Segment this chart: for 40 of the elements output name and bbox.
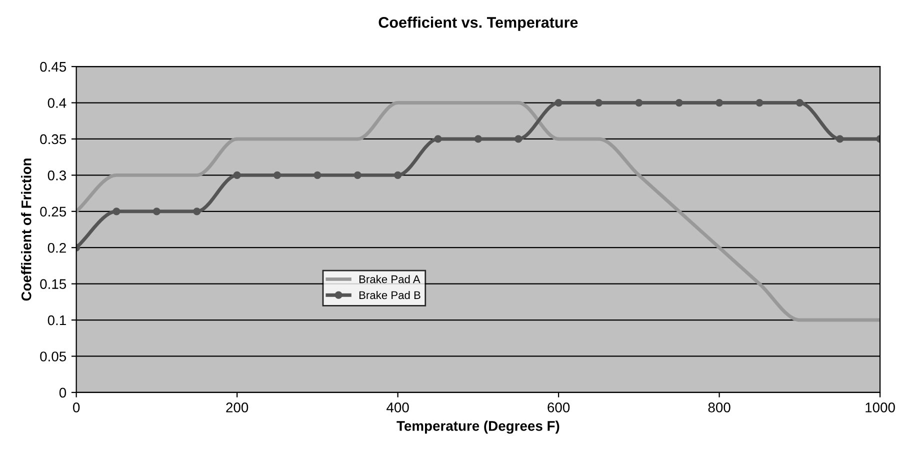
y-tick-label: 0.35 <box>40 134 66 144</box>
y-tick-label: 0.05 <box>40 352 66 362</box>
y-tick-label: 0.2 <box>48 242 66 253</box>
y-tick-label: 0.4 <box>48 98 66 108</box>
point <box>434 135 442 143</box>
point <box>394 171 402 180</box>
y-tick-label: 0.3 <box>48 170 66 180</box>
point <box>796 98 804 107</box>
y-tick-label: 0 <box>59 388 66 398</box>
y-tick-label: 0.15 <box>40 279 66 289</box>
point <box>354 171 362 180</box>
y-tick-label: 0.45 <box>40 62 66 72</box>
legend-label: Brake Pad B <box>359 290 420 300</box>
y-tick-label: 0.1 <box>48 315 66 326</box>
point <box>474 135 482 143</box>
point <box>675 98 683 107</box>
x-axis-title: Temperature (Degrees F) <box>396 420 560 434</box>
x-tick-label: 1000 <box>866 402 895 412</box>
x-tick-label: 200 <box>226 402 248 412</box>
point <box>193 208 201 216</box>
point <box>314 171 322 180</box>
y-tick-label: 0.25 <box>40 206 66 217</box>
point <box>112 208 120 216</box>
legend-label: Brake Pad A <box>359 275 420 284</box>
point <box>715 98 724 107</box>
point <box>594 98 603 107</box>
point <box>836 135 844 143</box>
y-axis-title: Coefficient of Friction <box>21 158 32 301</box>
x-tick-label: 400 <box>386 402 409 412</box>
point <box>273 171 282 180</box>
point <box>554 98 562 107</box>
x-tick-label: 800 <box>708 402 730 412</box>
point <box>635 98 643 107</box>
chart-title: Coefficient vs. Temperature <box>378 16 578 31</box>
point <box>233 171 241 180</box>
x-tick-label: 600 <box>548 402 570 412</box>
point <box>756 98 764 107</box>
point <box>514 135 522 143</box>
x-tick-label: 0 <box>73 402 80 412</box>
point <box>152 208 161 216</box>
